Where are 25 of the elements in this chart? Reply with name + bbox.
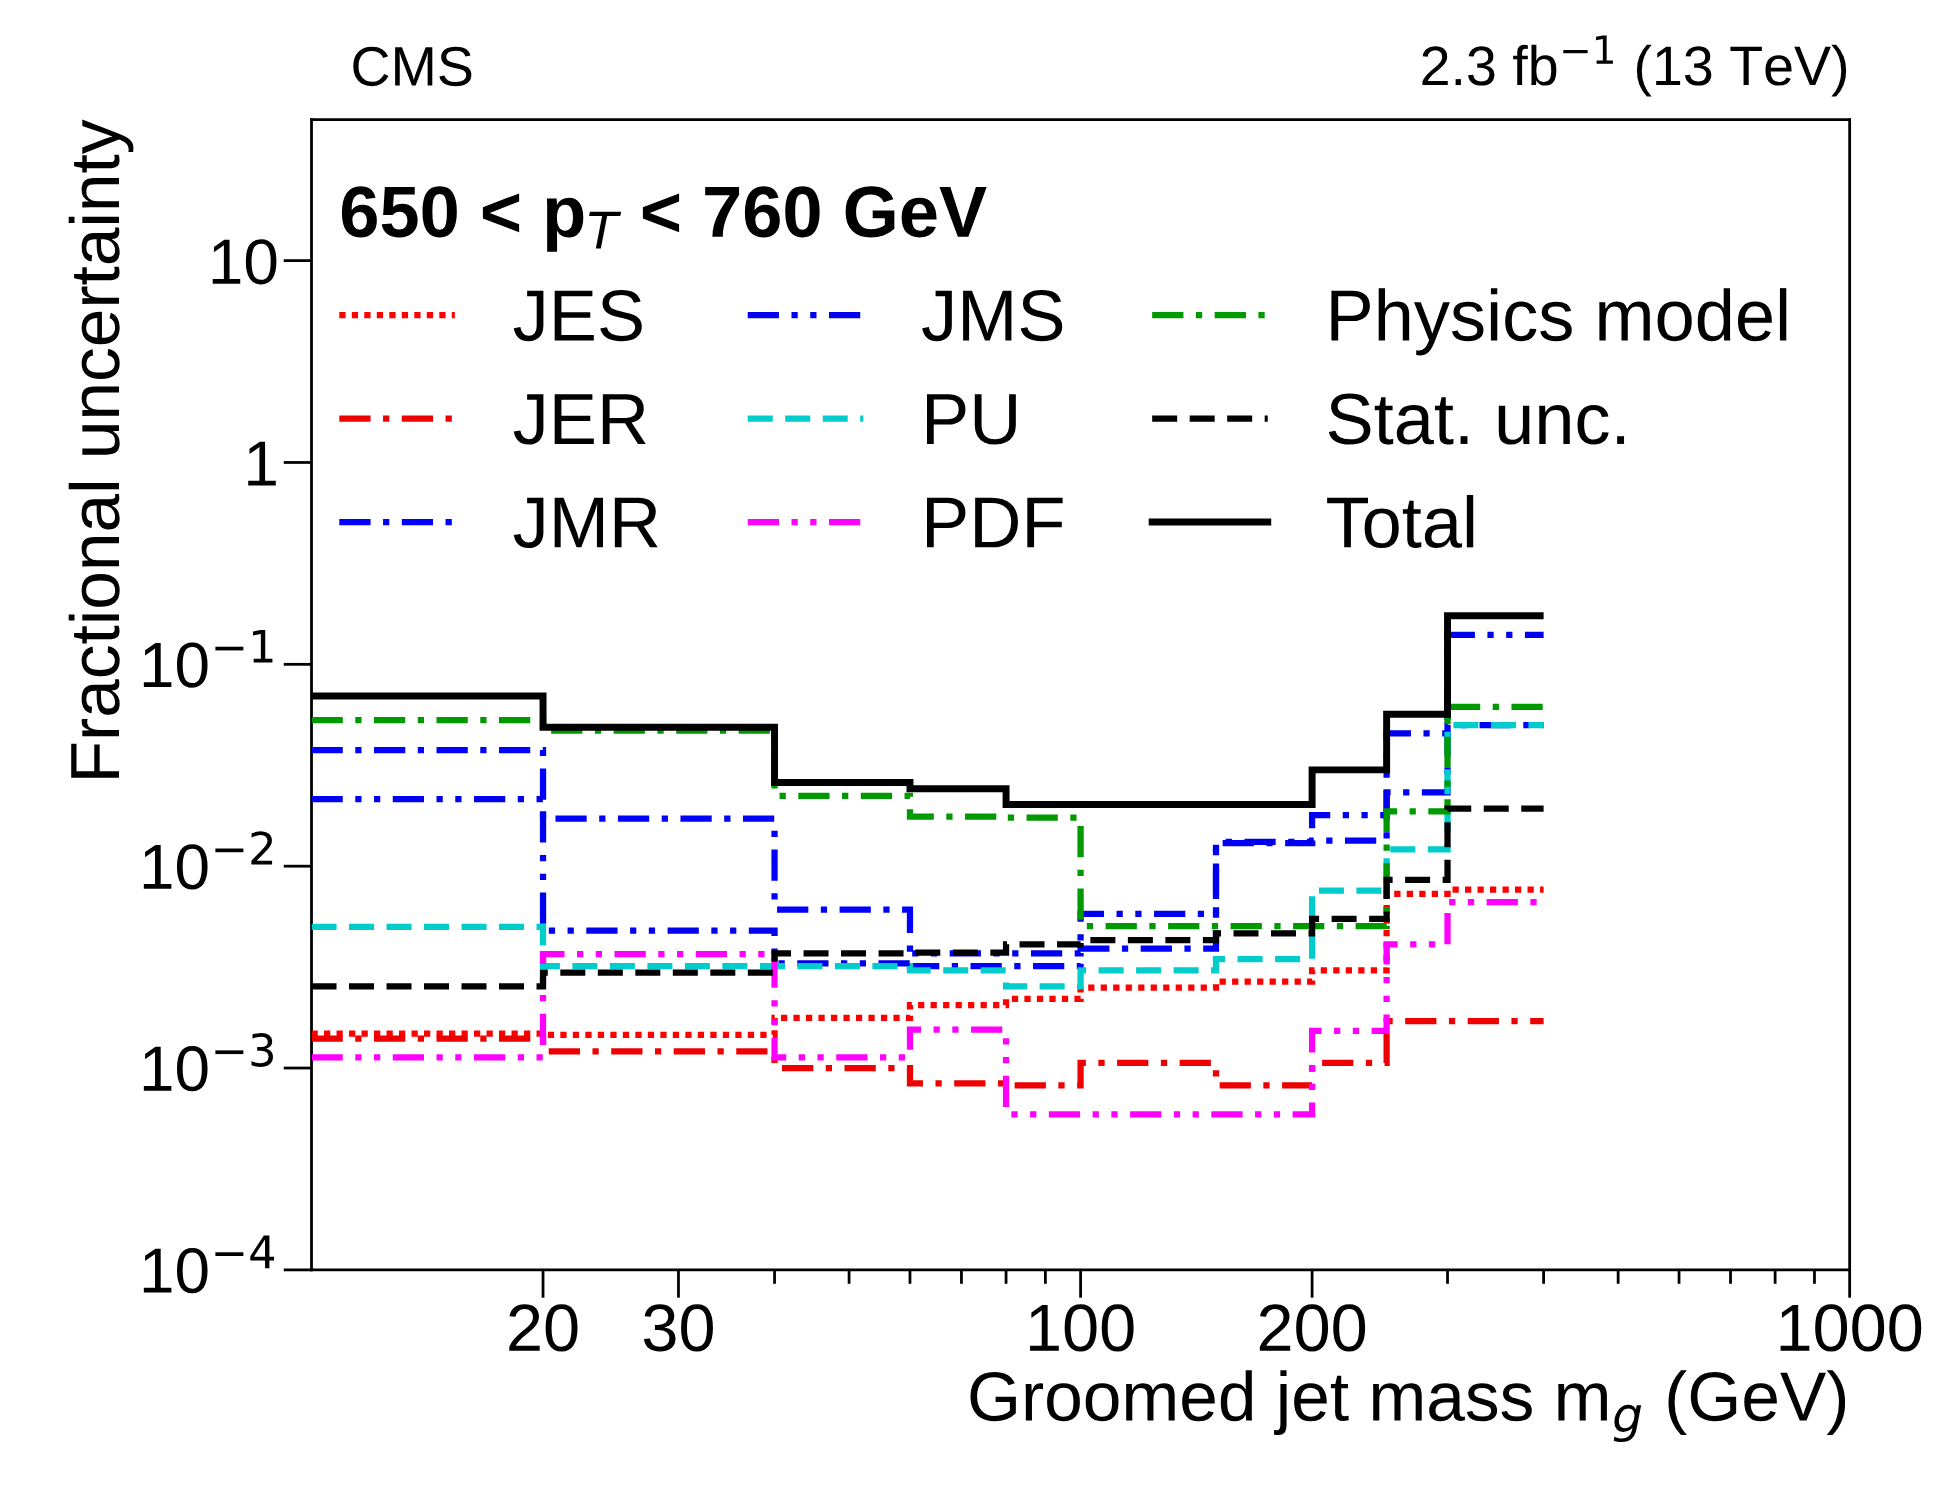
legend-label: JES bbox=[513, 290, 642, 342]
legend-label: Stat. unc. bbox=[1328, 393, 1625, 445]
x-tick-label: 20 bbox=[509, 1304, 578, 1352]
y-tick-label: 10$^{−4}$ bbox=[143, 1235, 275, 1294]
legend-label: Total bbox=[1327, 495, 1474, 549]
legend-label: JMR bbox=[513, 497, 658, 549]
legend-label: PDF bbox=[926, 497, 1063, 548]
x-axis-title: Groomed jet mass m$_{g}$ (GeV) bbox=[970, 1370, 1846, 1443]
x-tick-label: 100 bbox=[1030, 1304, 1134, 1352]
y-tick-label: 10$^{−2}$ bbox=[143, 831, 273, 890]
legend-label: PU bbox=[926, 394, 1016, 445]
x-tick-label: 1000 bbox=[1780, 1304, 1922, 1352]
legend-label: JMS bbox=[922, 290, 1063, 342]
text: CMS bbox=[353, 46, 472, 87]
y-tick-label: 10$^{−1}$ bbox=[143, 629, 273, 688]
y-tick-label: 1 bbox=[248, 441, 276, 486]
x-tick-label: 200 bbox=[1259, 1304, 1366, 1352]
text: 2.3 fb$^{−1}$ (13 TeV) bbox=[1422, 35, 1847, 97]
legend-label: JER bbox=[513, 394, 646, 445]
y-tick-label: 10 bbox=[212, 239, 277, 285]
x-tick-label: 30 bbox=[643, 1304, 713, 1352]
legend-label: Physics model bbox=[1331, 288, 1787, 356]
y-axis-title: Fractional uncertainty bbox=[68, 119, 134, 778]
y-tick-label: 10$^{−3}$ bbox=[143, 1033, 273, 1092]
legend-title: 650 < p$_{T}$ < 760 GeV bbox=[341, 186, 987, 252]
